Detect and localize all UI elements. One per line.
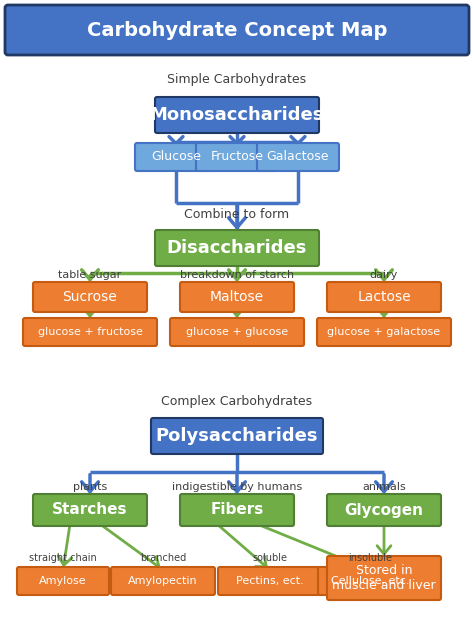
FancyBboxPatch shape [180, 282, 294, 312]
Text: soluble: soluble [253, 553, 288, 563]
FancyBboxPatch shape [135, 143, 217, 171]
FancyBboxPatch shape [151, 418, 323, 454]
FancyBboxPatch shape [317, 318, 451, 346]
Text: insoluble: insoluble [348, 553, 392, 563]
Text: animals: animals [362, 482, 406, 492]
FancyBboxPatch shape [327, 282, 441, 312]
Text: Stored in
muscle and liver: Stored in muscle and liver [332, 564, 436, 592]
FancyBboxPatch shape [180, 494, 294, 526]
Text: Maltose: Maltose [210, 290, 264, 304]
Text: Glycogen: Glycogen [345, 503, 423, 518]
Text: Amylopectin: Amylopectin [128, 576, 198, 586]
Text: breakdown of starch: breakdown of starch [180, 270, 294, 280]
Text: Galactose: Galactose [267, 150, 329, 163]
FancyBboxPatch shape [327, 494, 441, 526]
FancyBboxPatch shape [257, 143, 339, 171]
Text: Starches: Starches [52, 503, 128, 518]
FancyBboxPatch shape [33, 282, 147, 312]
Text: Combine to form: Combine to form [184, 207, 290, 220]
Text: Lactose: Lactose [357, 290, 411, 304]
FancyBboxPatch shape [111, 567, 215, 595]
FancyBboxPatch shape [155, 97, 319, 133]
Text: Pectins, ect.: Pectins, ect. [236, 576, 304, 586]
FancyBboxPatch shape [33, 494, 147, 526]
Text: plants: plants [73, 482, 107, 492]
Text: Fibers: Fibers [210, 503, 264, 518]
Text: straight chain: straight chain [29, 553, 97, 563]
Text: Simple Carbohydrates: Simple Carbohydrates [167, 73, 307, 86]
Text: Cellulose, etc.: Cellulose, etc. [331, 576, 409, 586]
FancyBboxPatch shape [17, 567, 109, 595]
Text: branched: branched [140, 553, 186, 563]
Text: Fructose: Fructose [210, 150, 264, 163]
Text: Polysaccharides: Polysaccharides [156, 427, 318, 445]
Text: glucose + glucose: glucose + glucose [186, 327, 288, 337]
Text: Amylose: Amylose [39, 576, 87, 586]
Text: glucose + galactose: glucose + galactose [328, 327, 440, 337]
Text: glucose + fructose: glucose + fructose [37, 327, 143, 337]
FancyBboxPatch shape [155, 230, 319, 266]
Text: indigestible by humans: indigestible by humans [172, 482, 302, 492]
Text: Monosaccharides: Monosaccharides [150, 106, 324, 124]
FancyBboxPatch shape [170, 318, 304, 346]
Text: Glucose: Glucose [151, 150, 201, 163]
FancyBboxPatch shape [327, 556, 441, 600]
Text: table sugar: table sugar [58, 270, 122, 280]
FancyBboxPatch shape [218, 567, 322, 595]
Text: Sucrose: Sucrose [63, 290, 118, 304]
FancyBboxPatch shape [318, 567, 422, 595]
Text: Complex Carbohydrates: Complex Carbohydrates [162, 396, 312, 409]
Text: Disaccharides: Disaccharides [167, 239, 307, 257]
FancyBboxPatch shape [196, 143, 278, 171]
FancyBboxPatch shape [23, 318, 157, 346]
Text: Carbohydrate Concept Map: Carbohydrate Concept Map [87, 21, 387, 39]
FancyBboxPatch shape [5, 5, 469, 55]
Text: dairy: dairy [370, 270, 398, 280]
